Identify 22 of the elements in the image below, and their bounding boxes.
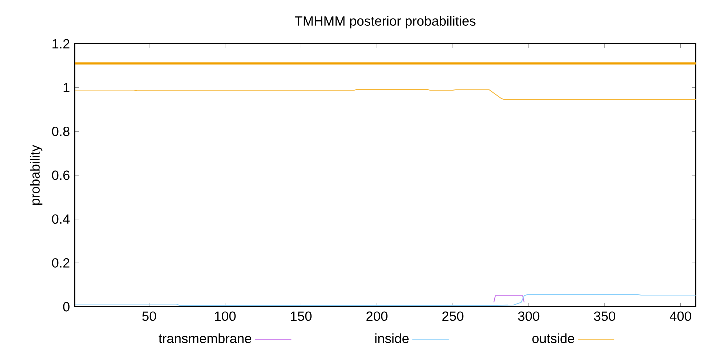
chart-title: TMHMM posterior probabilities <box>295 16 476 29</box>
y-tick-label: 0 <box>63 302 70 312</box>
legend-label: inside <box>376 334 409 344</box>
x-tick-label: 300 <box>518 312 540 322</box>
line-series <box>75 89 696 100</box>
x-tick-label: 50 <box>142 312 156 322</box>
y-tick-label: 0.2 <box>52 258 70 268</box>
y-tick-label: 1 <box>64 83 70 92</box>
x-tick-label: 250 <box>442 312 464 322</box>
legend-label: transmembrane <box>158 334 252 344</box>
line-series <box>75 294 696 306</box>
x-tick-label: 150 <box>291 312 312 322</box>
legend-label: outside <box>532 334 574 344</box>
x-tick-label: 350 <box>594 312 616 322</box>
y-tick-label: 0.4 <box>52 214 70 224</box>
y-tick-label: 1.2 <box>52 39 70 49</box>
y-tick-label: 0.6 <box>52 170 70 180</box>
x-tick-label: 400 <box>670 312 692 322</box>
x-tick-label: 100 <box>215 312 236 322</box>
y-axis-title: probability <box>30 145 43 206</box>
y-tick-label: 0.8 <box>52 126 70 136</box>
x-tick-label: 200 <box>366 312 388 322</box>
